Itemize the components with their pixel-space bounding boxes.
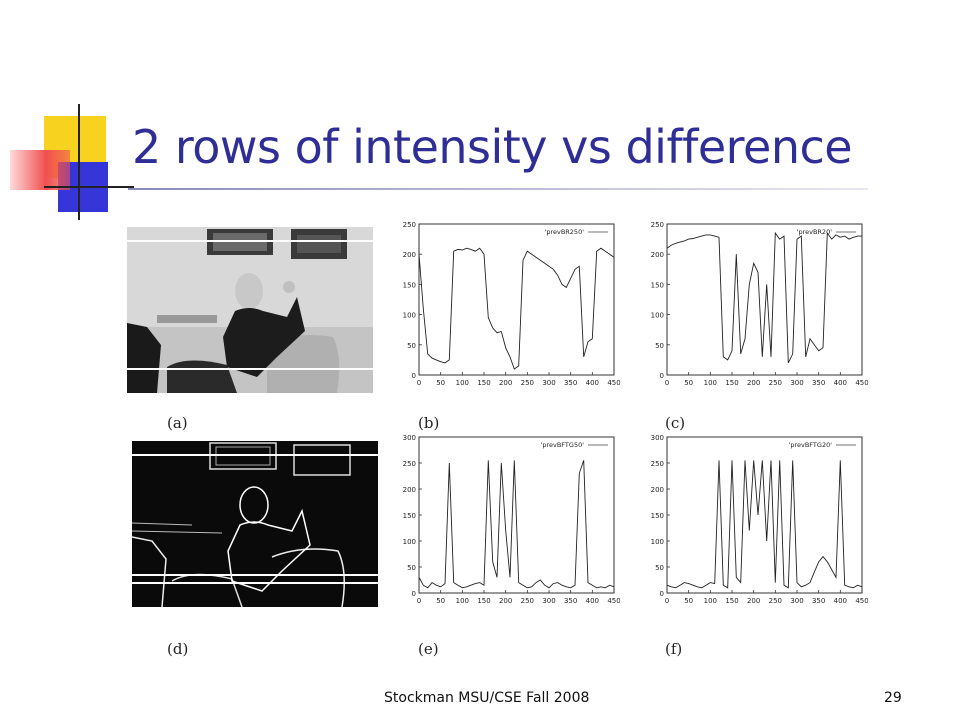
y-tick-label: 100 bbox=[403, 538, 416, 546]
corner-decoration bbox=[0, 0, 140, 220]
x-tick-label: 50 bbox=[684, 379, 693, 387]
x-tick-label: 50 bbox=[684, 597, 693, 605]
grayscale-photo bbox=[127, 227, 373, 393]
x-tick-label: 50 bbox=[436, 379, 445, 387]
x-tick-label: 300 bbox=[790, 379, 803, 387]
series-line bbox=[418, 247, 615, 370]
legend-label: 'prevBR20' bbox=[797, 228, 833, 236]
slide-footer: Stockman MSU/CSE Fall 2008 bbox=[384, 690, 590, 706]
plot-frame bbox=[666, 436, 863, 594]
y-tick-label: 0 bbox=[412, 372, 416, 380]
legend-label: 'prevBFTG20' bbox=[789, 441, 833, 449]
x-tick-label: 400 bbox=[586, 597, 599, 605]
y-tick-label: 50 bbox=[407, 564, 416, 572]
x-tick-label: 300 bbox=[542, 379, 555, 387]
x-tick-label: 400 bbox=[586, 379, 599, 387]
x-tick-label: 400 bbox=[834, 379, 847, 387]
x-tick-label: 200 bbox=[499, 379, 512, 387]
plot-f-difference-row2: 0 50 100 150 200 250 300 0 50 100 150 200 250 300 350 4… bbox=[651, 434, 868, 605]
x-tick-label: 50 bbox=[436, 597, 445, 605]
caption-a: (a) bbox=[167, 414, 188, 432]
x-tick-label: 250 bbox=[521, 379, 534, 387]
legend-label: 'prevBFTG50' bbox=[541, 441, 585, 449]
y-tick-label: 200 bbox=[403, 251, 416, 259]
x-tick-label: 450 bbox=[607, 597, 620, 605]
x-tick-label: 350 bbox=[812, 597, 825, 605]
vertical-line bbox=[78, 104, 80, 220]
y-tick-label: 200 bbox=[651, 251, 664, 259]
plot-e-difference-row1: 0 50 100 150 200 250 300 0 50 100 150 200 250 300 350 4… bbox=[403, 434, 620, 605]
y-tick-label: 100 bbox=[651, 312, 664, 320]
x-tick-label: 350 bbox=[812, 379, 825, 387]
y-tick-label: 0 bbox=[660, 590, 664, 598]
caption-e: (e) bbox=[418, 640, 439, 658]
x-tick-label: 100 bbox=[704, 597, 717, 605]
x-tick-label: 100 bbox=[704, 379, 717, 387]
y-tick-label: 150 bbox=[403, 281, 416, 289]
y-tick-label: 150 bbox=[651, 512, 664, 520]
x-tick-label: 300 bbox=[790, 597, 803, 605]
x-tick-label: 0 bbox=[665, 379, 669, 387]
series-line bbox=[666, 460, 863, 589]
y-tick-label: 150 bbox=[651, 281, 664, 289]
horizontal-line bbox=[44, 186, 134, 188]
legend-label: 'prevBR250' bbox=[545, 228, 585, 236]
x-tick-label: 150 bbox=[725, 597, 738, 605]
x-tick-label: 350 bbox=[564, 597, 577, 605]
x-tick-label: 300 bbox=[542, 597, 555, 605]
x-tick-label: 400 bbox=[834, 597, 847, 605]
y-tick-label: 50 bbox=[407, 342, 416, 350]
y-tick-label: 50 bbox=[655, 564, 664, 572]
y-tick-label: 200 bbox=[403, 486, 416, 494]
x-tick-label: 250 bbox=[521, 597, 534, 605]
x-tick-label: 200 bbox=[747, 379, 760, 387]
y-tick-label: 200 bbox=[651, 486, 664, 494]
x-tick-label: 200 bbox=[747, 597, 760, 605]
y-tick-label: 250 bbox=[403, 221, 416, 229]
y-tick-label: 0 bbox=[412, 590, 416, 598]
x-tick-label: 450 bbox=[855, 379, 868, 387]
x-tick-label: 0 bbox=[417, 597, 421, 605]
caption-b: (b) bbox=[418, 414, 440, 432]
x-tick-label: 450 bbox=[607, 379, 620, 387]
title-underline bbox=[128, 188, 868, 190]
edge-photo bbox=[132, 441, 378, 607]
y-tick-label: 0 bbox=[660, 372, 664, 380]
y-tick-label: 250 bbox=[651, 221, 664, 229]
y-tick-label: 100 bbox=[651, 538, 664, 546]
x-tick-label: 250 bbox=[769, 597, 782, 605]
y-tick-label: 250 bbox=[651, 460, 664, 468]
x-tick-label: 0 bbox=[665, 597, 669, 605]
caption-d: (d) bbox=[167, 640, 189, 658]
slide-title: 2 rows of intensity vs difference bbox=[132, 120, 853, 174]
series-line bbox=[666, 231, 862, 364]
y-tick-label: 300 bbox=[651, 434, 664, 442]
x-tick-label: 100 bbox=[456, 379, 469, 387]
plot-frame bbox=[666, 223, 863, 376]
plot-c-intensity-row2: 0 50 100 150 200 250 0 50 100 150 200 250 300 350 400 4… bbox=[651, 221, 868, 387]
y-tick-label: 300 bbox=[403, 434, 416, 442]
plot-b-intensity-row1: 0 50 100 150 200 250 0 50 100 150 200 250 300 350 400 4… bbox=[403, 221, 620, 387]
caption-f: (f) bbox=[665, 640, 683, 658]
x-tick-label: 100 bbox=[456, 597, 469, 605]
x-tick-label: 250 bbox=[769, 379, 782, 387]
y-tick-label: 150 bbox=[403, 512, 416, 520]
x-tick-label: 150 bbox=[725, 379, 738, 387]
x-tick-label: 450 bbox=[855, 597, 868, 605]
x-tick-label: 350 bbox=[564, 379, 577, 387]
y-tick-label: 100 bbox=[403, 312, 416, 320]
red-block bbox=[10, 150, 70, 190]
x-tick-label: 0 bbox=[417, 379, 421, 387]
page-number: 29 bbox=[884, 690, 902, 706]
x-tick-label: 150 bbox=[477, 597, 490, 605]
caption-c: (c) bbox=[665, 414, 686, 432]
x-tick-label: 150 bbox=[477, 379, 490, 387]
y-tick-label: 50 bbox=[655, 342, 664, 350]
y-tick-label: 250 bbox=[403, 460, 416, 468]
x-tick-label: 200 bbox=[499, 597, 512, 605]
series-line bbox=[418, 460, 615, 589]
